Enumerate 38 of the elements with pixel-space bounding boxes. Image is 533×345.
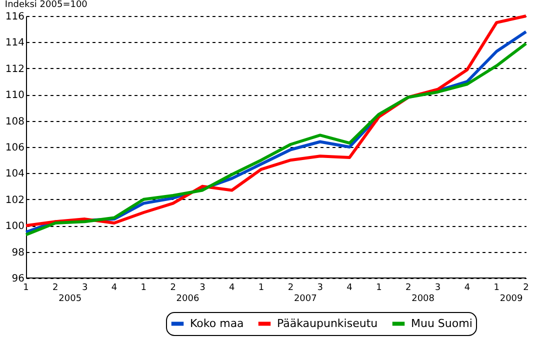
y-tick-label: 96 bbox=[12, 274, 24, 284]
y-tick-label: 98 bbox=[12, 247, 24, 258]
legend-label: Koko maa bbox=[190, 316, 244, 330]
x-tick-label: 2 bbox=[170, 283, 176, 293]
x-tick-label: 3 bbox=[317, 283, 323, 293]
chart-title: Indeksi 2005=100 bbox=[4, 0, 88, 10]
text: 2008 bbox=[412, 294, 435, 304]
x-tick-label: 1 bbox=[494, 283, 500, 293]
x-tick-label: 3 bbox=[200, 283, 206, 293]
x-tick-label: 1 bbox=[258, 283, 264, 293]
x-tick-label: 4 bbox=[111, 283, 118, 293]
x-tick-label: 1 bbox=[140, 283, 147, 293]
x-tick-label: 3 bbox=[434, 283, 441, 293]
x-tick-label: 4 bbox=[346, 283, 353, 293]
y-tick-label: 102 bbox=[5, 194, 24, 206]
y-tick-label: 110 bbox=[5, 90, 24, 102]
y-tick-label: 104 bbox=[5, 168, 24, 180]
x-tick-label: 1 bbox=[376, 283, 382, 293]
x-tick-label: 2 bbox=[405, 283, 412, 293]
y-tick-label: 114 bbox=[5, 38, 24, 49]
text: 2006 bbox=[176, 294, 200, 304]
x-tick-label: 2 bbox=[52, 283, 58, 293]
text: 2007 bbox=[294, 294, 317, 304]
y-tick-label: 116 bbox=[5, 12, 24, 22]
legend-label: Muu Suomi bbox=[411, 316, 472, 330]
text: 2005 bbox=[58, 294, 82, 304]
x-tick-label: 1 bbox=[23, 283, 29, 293]
x-tick-label: 4 bbox=[229, 283, 236, 293]
text: 2009 bbox=[500, 294, 524, 304]
y-tick-label: 108 bbox=[5, 116, 24, 128]
legend-label: Pääkaupunkiseutu bbox=[277, 316, 378, 330]
y-tick-label: 106 bbox=[5, 142, 24, 154]
y-tick-label: 100 bbox=[5, 221, 24, 232]
y-tick-label: 112 bbox=[5, 64, 24, 75]
x-tick-label: 2 bbox=[523, 283, 529, 293]
x-tick-label: 3 bbox=[82, 283, 88, 293]
x-tick-label: 2 bbox=[288, 283, 294, 293]
x-tick-label: 4 bbox=[464, 283, 470, 293]
